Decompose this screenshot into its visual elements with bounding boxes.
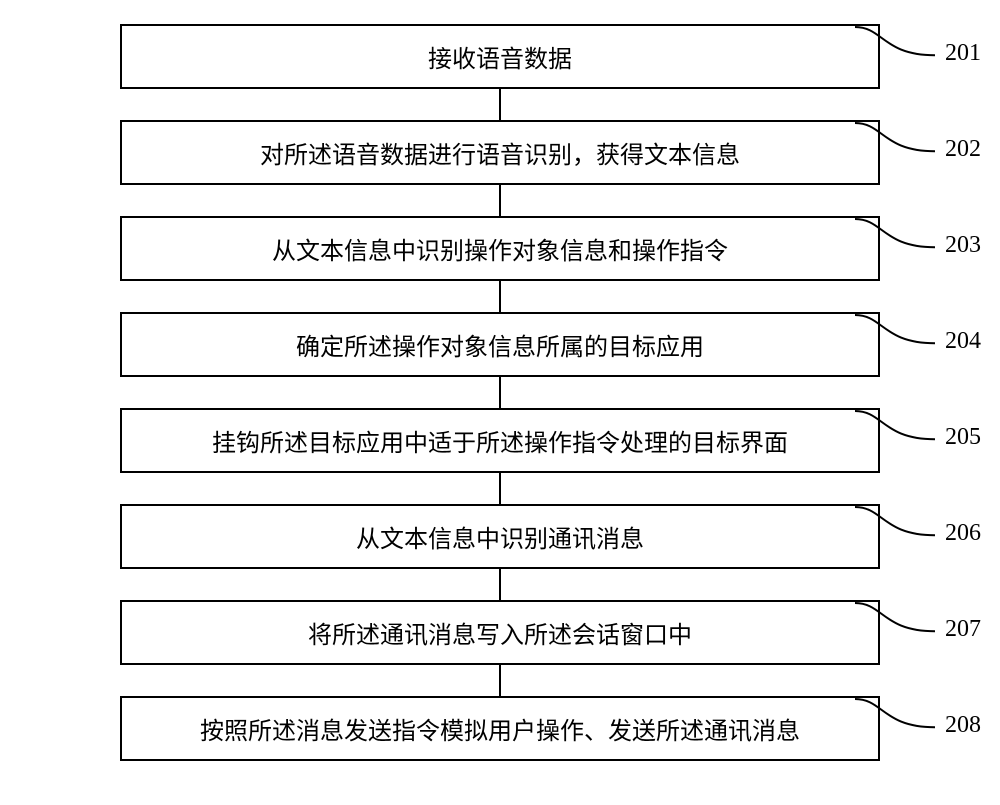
flow-step-text: 确定所述操作对象信息所属的目标应用 bbox=[296, 327, 704, 362]
flow-step-207: 将所述通讯消息写入所述会话窗口中 bbox=[120, 600, 880, 665]
flow-step-201: 接收语音数据 bbox=[120, 24, 880, 89]
flow-connector bbox=[499, 473, 501, 504]
flow-connector bbox=[499, 281, 501, 312]
step-label-202: 202 bbox=[945, 136, 981, 163]
flowchart: 接收语音数据对所述语音数据进行语音识别，获得文本信息从文本信息中识别操作对象信息… bbox=[95, 24, 905, 761]
step-label-204: 204 bbox=[945, 328, 981, 355]
flow-step-204: 确定所述操作对象信息所属的目标应用 bbox=[120, 312, 880, 377]
step-label-208: 208 bbox=[945, 712, 981, 739]
step-label-201: 201 bbox=[945, 40, 981, 67]
flow-step-206: 从文本信息中识别通讯消息 bbox=[120, 504, 880, 569]
step-label-203: 203 bbox=[945, 232, 981, 259]
step-label-205: 205 bbox=[945, 424, 981, 451]
flow-step-text: 按照所述消息发送指令模拟用户操作、发送所述通讯消息 bbox=[200, 711, 800, 746]
flow-step-text: 接收语音数据 bbox=[428, 39, 572, 74]
flow-step-208: 按照所述消息发送指令模拟用户操作、发送所述通讯消息 bbox=[120, 696, 880, 761]
step-label-206: 206 bbox=[945, 520, 981, 547]
flow-step-text: 挂钩所述目标应用中适于所述操作指令处理的目标界面 bbox=[212, 423, 788, 458]
flow-connector bbox=[499, 89, 501, 120]
flow-connector bbox=[499, 665, 501, 696]
flow-step-205: 挂钩所述目标应用中适于所述操作指令处理的目标界面 bbox=[120, 408, 880, 473]
flow-connector bbox=[499, 185, 501, 216]
flow-step-202: 对所述语音数据进行语音识别，获得文本信息 bbox=[120, 120, 880, 185]
flow-step-text: 将所述通讯消息写入所述会话窗口中 bbox=[308, 615, 692, 650]
step-label-207: 207 bbox=[945, 616, 981, 643]
flow-step-203: 从文本信息中识别操作对象信息和操作指令 bbox=[120, 216, 880, 281]
flow-connector bbox=[499, 569, 501, 600]
flow-step-text: 从文本信息中识别操作对象信息和操作指令 bbox=[272, 231, 728, 266]
flow-step-text: 从文本信息中识别通讯消息 bbox=[356, 519, 644, 554]
flow-connector bbox=[499, 377, 501, 408]
flow-step-text: 对所述语音数据进行语音识别，获得文本信息 bbox=[260, 135, 740, 170]
diagram-canvas: 接收语音数据对所述语音数据进行语音识别，获得文本信息从文本信息中识别操作对象信息… bbox=[0, 0, 1000, 805]
